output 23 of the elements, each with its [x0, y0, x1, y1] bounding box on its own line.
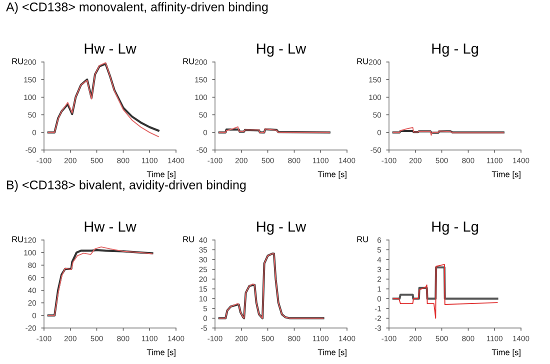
- chart-title: Hg - Lg: [432, 222, 478, 235]
- y-axis-title: RU: [357, 236, 368, 242]
- y-axis-title: RU: [183, 236, 194, 242]
- x-axis-title: Time [s]: [318, 171, 346, 179]
- x-axis-title: Time [s]: [146, 349, 176, 357]
- line-series: [392, 126, 504, 136]
- y-axis-title: RU: [183, 58, 194, 64]
- text: A) <CD138> monovalent, affinity-driven binding: [6, 2, 268, 14]
- text: B) <CD138> bivalent, avidity-driven binding: [7, 180, 246, 192]
- chart-title: Hw - Lw: [84, 222, 136, 232]
- chart-title: Hg - Lg: [432, 44, 478, 57]
- x-axis-title: Time [s]: [492, 349, 520, 357]
- y-axis-title: RU: [12, 236, 23, 242]
- chart-title: Hg - Lw: [257, 44, 306, 57]
- y-axis-title: RU: [12, 58, 23, 64]
- x-axis-title: Time [s]: [492, 171, 520, 179]
- line-series: [392, 266, 498, 300]
- chart-title: Hw - Lw: [84, 44, 136, 54]
- chart-title: Hg - Lw: [257, 222, 306, 235]
- line-series: [392, 264, 498, 319]
- x-axis-title: Time [s]: [146, 171, 176, 179]
- x-axis-title: Time [s]: [318, 349, 346, 357]
- y-axis-title: RU: [357, 58, 368, 64]
